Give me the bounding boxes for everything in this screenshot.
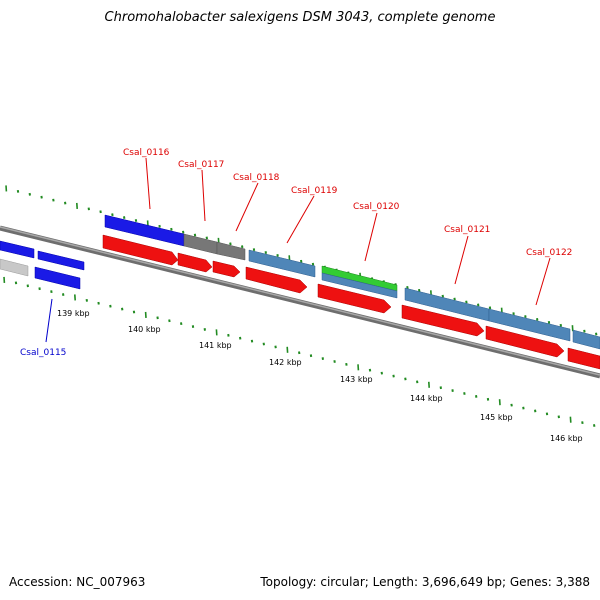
gene-feature-red[interactable] (485, 325, 565, 358)
forward-strand-features (0, 214, 600, 350)
gene-feature-red[interactable] (102, 234, 179, 266)
outer-tick-ring (5, 185, 598, 336)
reverse-strand-features (0, 234, 600, 370)
gene-feature-csal-0118[interactable] (216, 241, 246, 261)
gene-label-csal-0116[interactable]: Csal_0116 (123, 148, 170, 158)
gene-feature-csal-0117[interactable] (183, 233, 218, 255)
genome-backbone (0, 225, 600, 379)
map-title: Chromohalobacter salexigens DSM 3043, co… (104, 10, 496, 25)
axis-label-142-kbp: 142 kbp (269, 358, 302, 367)
gene-feature-red[interactable] (245, 266, 308, 294)
gene-feature-red[interactable] (401, 304, 485, 337)
gene-feature-blue[interactable] (34, 266, 81, 290)
gene-feature-csal-0122[interactable] (488, 308, 571, 342)
gene-feature-csal-0119[interactable] (248, 249, 316, 278)
gene-label-csal-0115[interactable]: Csal_0115 (20, 348, 66, 358)
gene-feature-red[interactable] (212, 260, 241, 278)
gene-feature-light-gray[interactable] (0, 258, 29, 277)
topology-summary: Topology: circular; Length: 3,696,649 bp… (260, 575, 590, 589)
gene-label-csal-0120[interactable]: Csal_0120 (353, 202, 400, 212)
gene-feature-csal-0120[interactable] (321, 272, 398, 299)
gene-feature-steel-blue[interactable] (572, 329, 600, 350)
axis-label-141-kbp: 141 kbp (199, 341, 232, 350)
axis-label-144-kbp: 144 kbp (410, 394, 443, 403)
axis-label-140-kbp: 140 kbp (128, 325, 161, 334)
axis-label-139-kbp: 139 kbp (57, 309, 90, 318)
gene-feature-red[interactable] (567, 347, 600, 370)
genome-backbone-highlight (0, 226, 600, 376)
gene-feature-red[interactable] (317, 283, 392, 314)
axis-label-146-kbp: 146 kbp (550, 434, 583, 443)
gene-feature-blue[interactable] (0, 240, 35, 259)
label-leaders (45, 157, 551, 343)
gene-feature-red[interactable] (177, 252, 213, 273)
axis-label-143-kbp: 143 kbp (340, 375, 373, 384)
gene-label-csal-0117[interactable]: Csal_0117 (178, 160, 224, 170)
gene-label-csal-0121[interactable]: Csal_0121 (444, 225, 490, 235)
gene-feature-blue[interactable] (37, 250, 85, 271)
inner-tick-ring (3, 276, 596, 427)
gene-label-csal-0122[interactable]: Csal_0122 (526, 248, 572, 258)
gene-label-csal-0118[interactable]: Csal_0118 (233, 173, 280, 183)
gene-label-csal-0119[interactable]: Csal_0119 (291, 186, 338, 196)
accession-text: Accession: NC_007963 (9, 575, 146, 589)
axis-label-145-kbp: 145 kbp (480, 413, 513, 422)
